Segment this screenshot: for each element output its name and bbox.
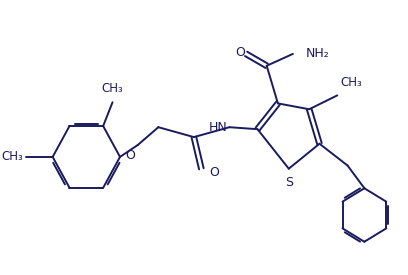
Text: NH₂: NH₂ — [306, 47, 330, 60]
Text: O: O — [125, 149, 135, 162]
Text: HN: HN — [209, 121, 228, 134]
Text: CH₃: CH₃ — [102, 82, 123, 95]
Text: CH₃: CH₃ — [340, 76, 362, 89]
Text: O: O — [209, 166, 219, 179]
Text: CH₃: CH₃ — [1, 150, 23, 163]
Text: O: O — [235, 46, 246, 59]
Text: S: S — [285, 176, 293, 189]
